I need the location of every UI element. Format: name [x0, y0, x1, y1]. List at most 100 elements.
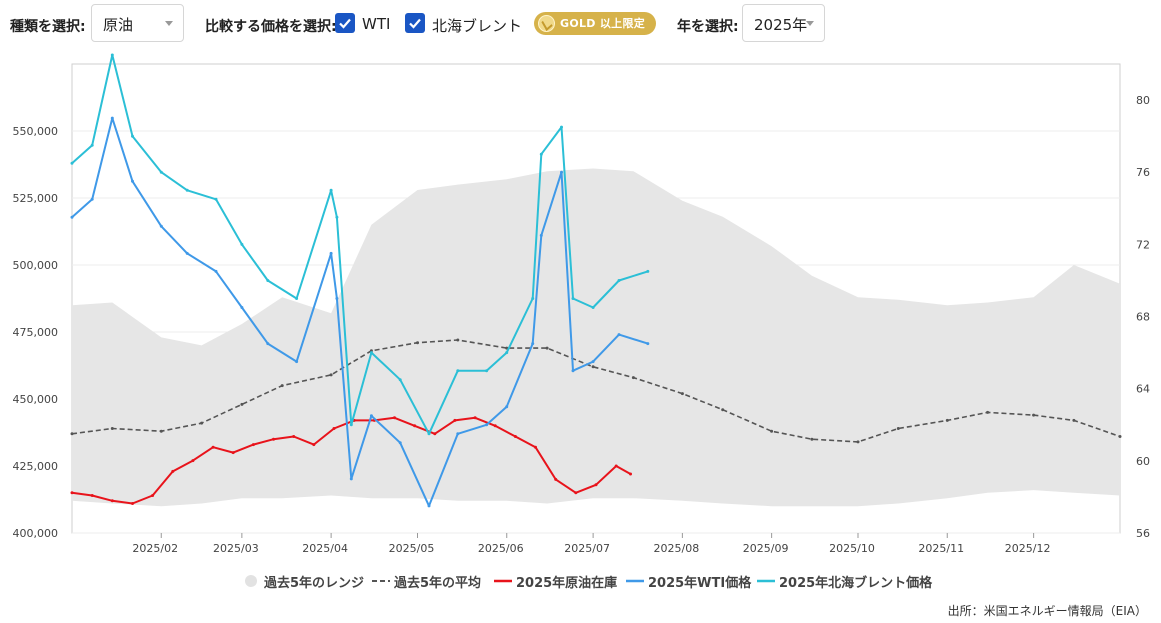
data-point[interactable] — [416, 341, 419, 345]
data-point[interactable] — [240, 242, 244, 246]
data-point[interactable] — [614, 464, 618, 468]
data-point[interactable] — [110, 499, 114, 503]
data-point[interactable] — [131, 179, 134, 183]
data-point[interactable] — [70, 215, 74, 219]
data-point[interactable] — [473, 416, 477, 420]
data-point[interactable] — [571, 369, 575, 373]
data-point[interactable] — [646, 269, 650, 273]
data-point[interactable] — [456, 432, 460, 436]
data-point[interactable] — [110, 116, 114, 120]
data-point[interactable] — [335, 297, 339, 300]
data-point[interactable] — [485, 423, 489, 427]
gold-badge[interactable]: GOLD 以上限定 — [534, 12, 656, 35]
data-point[interactable] — [70, 161, 74, 165]
data-point[interactable] — [335, 215, 339, 219]
data-point[interactable] — [131, 502, 134, 505]
data-point[interactable] — [631, 376, 635, 380]
data-point[interactable] — [810, 437, 814, 441]
data-point[interactable] — [646, 342, 650, 346]
data-point[interactable] — [513, 435, 517, 438]
data-point[interactable] — [200, 421, 204, 425]
data-point[interactable] — [185, 251, 189, 255]
data-point[interactable] — [398, 378, 402, 382]
data-point[interactable] — [159, 170, 163, 174]
data-point[interactable] — [539, 233, 543, 237]
data-point[interactable] — [251, 443, 255, 447]
data-point[interactable] — [369, 414, 373, 418]
data-point[interactable] — [856, 440, 860, 444]
data-point[interactable] — [554, 477, 558, 481]
data-point[interactable] — [427, 504, 431, 508]
data-point[interactable] — [560, 125, 563, 129]
wti-checkbox[interactable] — [335, 13, 355, 33]
data-point[interactable] — [369, 351, 373, 355]
data-point[interactable] — [131, 134, 134, 138]
type-select[interactable]: 原油 — [91, 4, 184, 42]
data-point[interactable] — [505, 405, 509, 409]
data-point[interactable] — [456, 369, 460, 373]
data-point[interactable] — [110, 427, 114, 430]
data-point[interactable] — [617, 333, 621, 337]
data-point[interactable] — [545, 346, 549, 350]
data-point[interactable] — [986, 410, 990, 414]
data-point[interactable] — [427, 432, 431, 436]
wti-checkbox-label[interactable]: WTI — [362, 15, 391, 33]
data-point[interactable] — [398, 441, 402, 445]
data-point[interactable] — [214, 197, 218, 201]
data-point[interactable] — [349, 477, 353, 481]
data-point[interactable] — [539, 152, 543, 156]
data-point[interactable] — [591, 306, 595, 309]
data-point[interactable] — [70, 491, 74, 495]
data-point[interactable] — [332, 427, 336, 430]
data-point[interactable] — [312, 443, 316, 447]
data-point[interactable] — [505, 351, 509, 355]
data-point[interactable] — [433, 432, 437, 436]
data-point[interactable] — [591, 360, 595, 364]
data-point[interactable] — [159, 224, 163, 228]
data-point[interactable] — [90, 197, 94, 201]
data-point[interactable] — [329, 251, 333, 255]
data-point[interactable] — [721, 408, 725, 412]
data-point[interactable] — [413, 424, 417, 428]
data-point[interactable] — [90, 143, 94, 147]
year-select[interactable]: 2025年 — [742, 4, 825, 42]
data-point[interactable] — [266, 279, 270, 282]
data-point[interactable] — [295, 297, 299, 300]
data-point[interactable] — [214, 269, 218, 273]
data-point[interactable] — [453, 418, 457, 422]
data-point[interactable] — [1118, 435, 1122, 438]
data-point[interactable] — [292, 435, 296, 438]
data-point[interactable] — [295, 360, 299, 364]
data-point[interactable] — [531, 297, 535, 300]
data-point[interactable] — [185, 188, 189, 192]
data-point[interactable] — [231, 451, 235, 455]
data-point[interactable] — [1032, 413, 1036, 417]
data-point[interactable] — [70, 432, 74, 436]
data-point[interactable] — [574, 491, 578, 495]
data-point[interactable] — [534, 445, 537, 449]
data-point[interactable] — [329, 188, 333, 192]
data-point[interactable] — [680, 392, 684, 396]
data-point[interactable] — [240, 402, 244, 406]
data-point[interactable] — [591, 365, 595, 369]
data-point[interactable] — [485, 369, 489, 373]
data-point[interactable] — [617, 279, 621, 282]
data-point[interactable] — [90, 494, 94, 497]
data-point[interactable] — [151, 494, 155, 497]
data-point[interactable] — [770, 429, 774, 433]
data-point[interactable] — [110, 53, 114, 57]
data-point[interactable] — [159, 429, 163, 433]
data-point[interactable] — [266, 342, 270, 346]
data-point[interactable] — [191, 459, 195, 463]
data-point[interactable] — [594, 483, 598, 487]
data-point[interactable] — [945, 418, 949, 422]
data-point[interactable] — [240, 306, 244, 309]
data-point[interactable] — [329, 373, 333, 377]
data-point[interactable] — [560, 170, 563, 174]
data-point[interactable] — [272, 437, 275, 441]
data-point[interactable] — [393, 416, 396, 420]
data-point[interactable] — [629, 472, 632, 476]
data-point[interactable] — [456, 338, 460, 342]
data-point[interactable] — [531, 342, 535, 346]
data-point[interactable] — [349, 423, 353, 427]
